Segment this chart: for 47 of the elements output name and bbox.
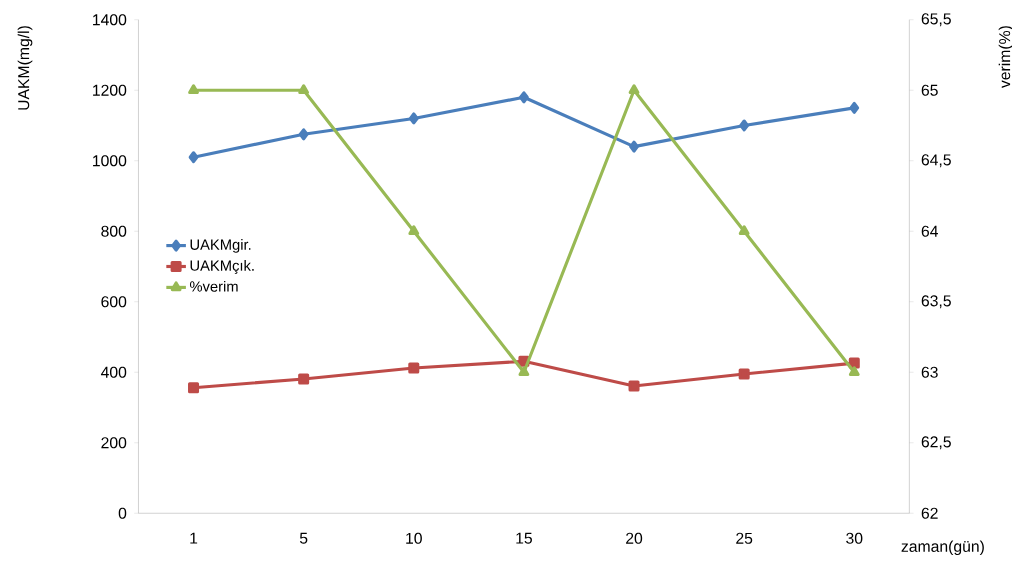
x-tick-label: 1 [190, 532, 198, 544]
point [518, 366, 530, 376]
x-tick-label: 20 [626, 532, 643, 544]
y-tick-label: 1200 [93, 84, 127, 96]
legend-label: UAKMçık. [190, 259, 254, 274]
y-tick-label: 0 [118, 507, 127, 519]
y-tick-label: 800 [101, 225, 127, 237]
y2-tick-label: 65 [921, 84, 938, 96]
point [188, 382, 200, 394]
point [408, 112, 419, 125]
x-tick-label: 5 [299, 532, 308, 544]
y-tick-label: 600 [101, 296, 127, 308]
point [408, 362, 420, 374]
x-tick-label: 10 [406, 532, 422, 544]
y2-tick-label: 63 [921, 366, 938, 378]
x-tick-label: 15 [516, 532, 532, 544]
y2-tick-label: 62,5 [921, 436, 951, 450]
point [738, 368, 750, 380]
x-tick-label: 25 [736, 532, 753, 544]
point [738, 225, 750, 235]
legend-label: UAKMgir. [190, 238, 251, 253]
point [298, 84, 310, 94]
legend-label: %verim [189, 280, 238, 292]
point [849, 101, 860, 114]
point [408, 225, 420, 235]
point [188, 84, 199, 94]
y2-tick-label: 65,5 [921, 13, 951, 27]
point [298, 128, 309, 141]
y2-tick-label: 62 [921, 507, 938, 519]
y-tick-label: 400 [100, 366, 127, 378]
point [628, 380, 640, 392]
point [739, 119, 750, 132]
x-tick-label: 30 [846, 532, 863, 544]
y2-tick-label: 64 [921, 225, 938, 237]
x-axis-title: zaman(gün) [901, 540, 984, 555]
point [519, 91, 529, 104]
y2-tick-label: 63,5 [921, 295, 951, 309]
y-tick-label: 1400 [93, 14, 127, 26]
point [629, 140, 639, 153]
point [298, 373, 310, 385]
y-tick-label: 1000 [93, 155, 127, 167]
point [188, 151, 199, 164]
y2-tick-label: 64,5 [921, 154, 951, 168]
y-axis-title: UAKM(mg/l) [17, 26, 33, 110]
point [628, 84, 640, 94]
point [848, 366, 860, 376]
y-tick-label: 200 [101, 437, 127, 449]
